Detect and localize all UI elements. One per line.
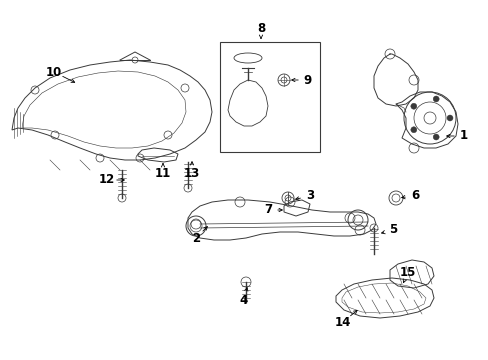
Text: 1: 1 [459,130,467,143]
Circle shape [410,127,416,133]
Text: 7: 7 [264,203,271,216]
Text: 11: 11 [155,167,171,180]
Text: 5: 5 [388,224,396,237]
Circle shape [410,103,416,109]
Text: 10: 10 [46,66,62,78]
Circle shape [432,134,438,140]
Text: 8: 8 [256,22,264,35]
Text: 15: 15 [399,265,415,279]
Text: 14: 14 [334,315,350,328]
Text: 2: 2 [192,231,200,244]
Text: 4: 4 [240,293,247,306]
Text: 12: 12 [99,174,115,186]
Text: 9: 9 [303,73,311,86]
Text: 13: 13 [183,167,200,180]
Circle shape [432,96,438,102]
Circle shape [446,115,452,121]
Text: 6: 6 [410,189,418,202]
Text: 3: 3 [305,189,313,202]
Bar [220,42,319,152]
